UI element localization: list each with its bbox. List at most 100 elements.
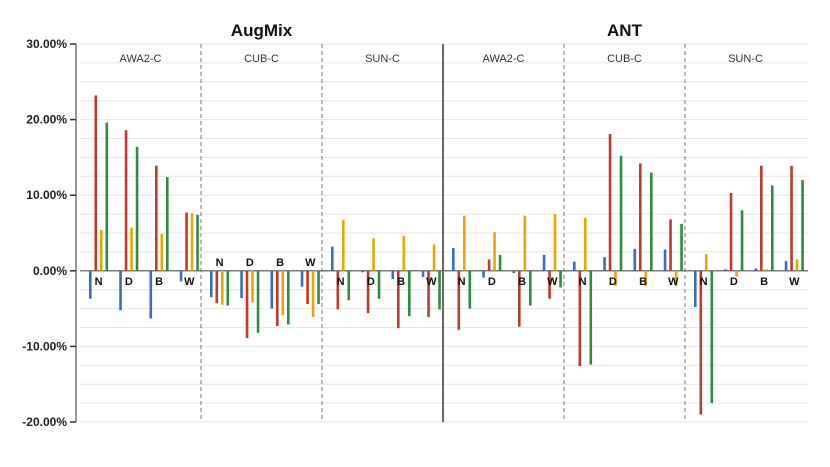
bar (427, 270, 430, 317)
bar (155, 165, 158, 271)
bar (317, 270, 320, 305)
category-label: N (95, 276, 103, 288)
bar (614, 270, 617, 286)
bar (300, 270, 304, 287)
bar (100, 229, 103, 271)
category-label: N (458, 276, 466, 288)
category-label: B (518, 276, 526, 288)
dataset-label: CUB-C (244, 53, 279, 65)
bar (760, 165, 763, 271)
bar (710, 270, 714, 404)
bar (674, 270, 678, 286)
bar (463, 215, 466, 271)
bar (493, 232, 496, 271)
bar (281, 270, 285, 316)
category-label: B (639, 276, 647, 288)
bar (795, 259, 799, 271)
bar (801, 180, 804, 271)
bar (361, 270, 364, 273)
bar (633, 248, 637, 271)
bar (694, 270, 697, 308)
category-label: B (276, 257, 284, 269)
category-label: D (246, 257, 254, 269)
bar (135, 146, 139, 271)
bar (603, 257, 606, 271)
bar (256, 270, 260, 333)
category-label: D (730, 276, 738, 288)
bar (94, 95, 98, 271)
bar (754, 268, 758, 271)
bar (639, 163, 642, 271)
bar (342, 220, 345, 271)
bar (331, 246, 334, 271)
bar (190, 213, 194, 271)
bar (336, 270, 340, 310)
gridlines (70, 43, 808, 423)
bar (669, 219, 672, 271)
category-label: N (700, 276, 708, 288)
category-label: N (337, 276, 345, 288)
y-tick-label: -20.00% (22, 415, 67, 429)
bar (790, 165, 793, 271)
bar (166, 177, 169, 271)
bar (240, 270, 243, 299)
bar (347, 270, 351, 301)
y-tick-label: -10.00% (22, 339, 67, 353)
bar (438, 270, 441, 310)
bar (523, 215, 527, 271)
bar (311, 270, 315, 317)
category-label: N (216, 257, 224, 269)
category-label: W (547, 276, 558, 288)
bar (306, 270, 309, 305)
bar (498, 254, 502, 271)
bar (529, 270, 532, 306)
bar (578, 270, 582, 367)
category-label: D (609, 276, 617, 288)
bar (553, 214, 557, 271)
bar (366, 270, 370, 314)
dataset-label: SUN-C (728, 53, 763, 65)
dataset-label: AWA2-C (120, 53, 162, 65)
bar (119, 270, 122, 311)
y-tick-label: 30.00% (26, 37, 67, 51)
bar (160, 233, 164, 271)
bar (699, 270, 703, 415)
bar (487, 259, 491, 271)
bar (421, 270, 425, 277)
bar (765, 269, 769, 271)
bar (124, 130, 128, 271)
bar (589, 270, 593, 365)
bar (619, 155, 623, 271)
labels: 30.00% 20.00% 10.00% 0.00% -10.00% -20.00% Aug… (22, 21, 800, 429)
panel-title: AugMix (231, 21, 293, 40)
bar (542, 254, 546, 271)
bar (251, 270, 254, 303)
y-tick-label: 10.00% (26, 188, 67, 202)
bar (287, 270, 290, 325)
category-label: D (488, 276, 496, 288)
category-label: B (760, 276, 768, 288)
bar (548, 270, 551, 299)
bar (559, 270, 562, 288)
bar (573, 261, 576, 271)
bar (771, 185, 774, 271)
bar (650, 172, 653, 271)
bar (179, 270, 183, 282)
bar (130, 227, 133, 271)
y-tick-label: 0.00% (33, 264, 67, 278)
bar (663, 249, 667, 271)
bar (89, 270, 92, 299)
category-label: W (668, 276, 679, 288)
panel-title: ANT (607, 21, 643, 40)
category-label: D (367, 276, 375, 288)
category-label: B (397, 276, 405, 288)
bar (735, 270, 738, 277)
dataset-label: AWA2-C (483, 53, 525, 65)
bar (784, 260, 788, 271)
bars (89, 95, 804, 415)
bar (372, 238, 375, 271)
bar (149, 270, 153, 319)
bar (196, 214, 199, 271)
category-label: N (579, 276, 587, 288)
bar (245, 270, 249, 339)
